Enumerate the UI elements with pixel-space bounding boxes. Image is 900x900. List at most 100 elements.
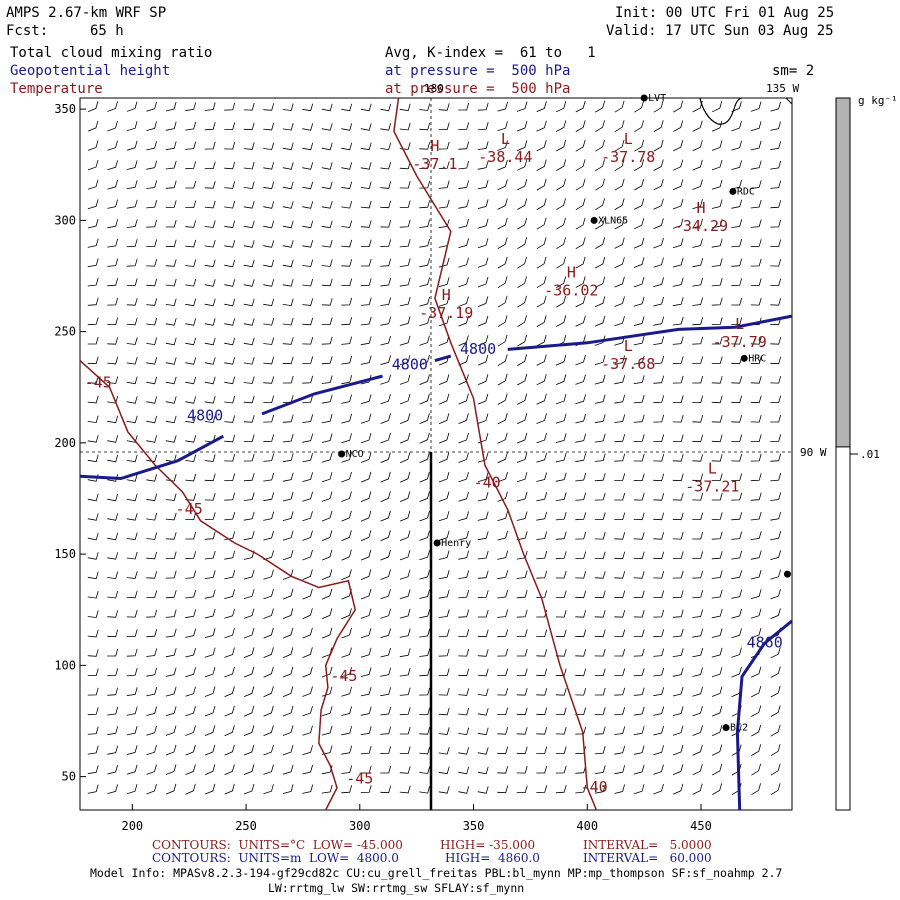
height-contour	[261, 374, 383, 416]
height-contour-label: 4800	[187, 407, 223, 425]
lon-135-label: 135 W	[766, 82, 799, 95]
height-contours: 4800 4800 4800 4860	[79, 314, 793, 811]
extremum-kind: H	[442, 286, 451, 304]
temp-contour-label: -40	[581, 778, 608, 796]
extremum-kind: H	[430, 137, 439, 155]
y-tick-label: 100	[54, 658, 76, 672]
avg-kindex: Avg, K-index = 61 to 1	[385, 45, 596, 61]
height-contour-label: 4800	[460, 340, 496, 358]
station-dot	[729, 187, 737, 195]
field-height: Geopotential height	[10, 63, 171, 79]
stations: LVT RDC XLN65 HRC NCO Henry BC2	[338, 93, 791, 734]
station-label: HRC	[748, 353, 766, 364]
init-time: Init: 00 UTC Fri 01 Aug 25	[615, 5, 835, 21]
station-dot	[783, 570, 791, 578]
valid-time: Valid: 17 UTC Sun 03 Aug 25	[606, 23, 834, 39]
fcst-label: Fcst:	[6, 23, 49, 39]
station-dot	[590, 216, 598, 224]
lon-90-label: 90 W	[800, 446, 827, 459]
height-contour	[434, 354, 452, 363]
station-dot	[433, 539, 441, 547]
y-tick-label: 50	[62, 770, 76, 784]
height-contour	[735, 619, 793, 811]
graticule	[80, 98, 792, 453]
station-label: RDC	[737, 186, 755, 197]
pressure-temp: at pressure = 500 hPa	[385, 81, 571, 97]
temp-contour-label: -45	[330, 667, 357, 685]
temp-contour-label: -45	[176, 500, 203, 518]
coastline	[699, 97, 793, 125]
y-tick-label: 150	[54, 547, 76, 561]
y-tick-label: 200	[54, 436, 76, 450]
model-title: AMPS 2.67-km WRF SP	[6, 5, 167, 21]
extremum-kind: L	[735, 315, 744, 333]
y-tick-label: 350	[54, 102, 76, 116]
wind-barbs	[87, 100, 782, 796]
extremum-value: -38.44	[478, 148, 532, 166]
y-tick-label: 300	[54, 213, 76, 227]
temp-contour-label: -45	[85, 373, 112, 391]
plot-frame	[79, 97, 793, 811]
station-dot	[640, 94, 648, 102]
x-tick-label: 250	[235, 819, 257, 833]
pressure-height: at pressure = 500 hPa	[385, 63, 571, 79]
extremum-value: -37.21	[685, 477, 739, 495]
colorbar-unit: g kg⁻¹	[858, 94, 898, 107]
height-contour-label: 4860	[747, 634, 783, 652]
station-dot	[740, 354, 748, 362]
height-contour-label: 4800	[392, 355, 428, 373]
extremum-value: -37.78	[601, 148, 655, 166]
extremum-kind: H	[696, 199, 705, 217]
extremum-value: -36.02	[544, 282, 598, 300]
height-contour	[507, 314, 793, 351]
x-tick-label: 350	[463, 819, 485, 833]
footer-height-a: CONTOURS: UNITS=m LOW= 4800.0	[152, 851, 399, 865]
colorbar-fill	[835, 97, 851, 448]
extremum-value: -37.68	[601, 355, 655, 373]
extremum-value: -37.79	[713, 333, 767, 351]
barb-field	[87, 100, 782, 796]
footer-temp-a: CONTOURS: UNITS=°C LOW= -45.000	[152, 838, 403, 852]
extremum-kind: L	[624, 130, 633, 148]
temp-contour	[79, 360, 357, 811]
footer-height-c: INTERVAL= 60.000	[583, 851, 712, 865]
extrema-labels: H-37.1L-38.44L-37.78H-34.29H-36.02H-37.1…	[412, 130, 766, 495]
footer-height-b: HIGH= 4860.0	[445, 851, 540, 865]
smoothing: sm= 2	[772, 63, 815, 79]
station-label: NCO	[346, 449, 364, 460]
extremum-kind: L	[624, 337, 633, 355]
height-contour	[79, 434, 225, 481]
temperature-contours: -45 -45 -45 -45 -40 -40	[79, 97, 608, 811]
station-dot	[338, 450, 346, 458]
x-tick-label: 400	[576, 819, 598, 833]
temp-contour-label: -40	[474, 473, 501, 491]
axes: 200 250 300 350 400 450 50 100 150 200 250 300 350	[54, 102, 712, 833]
colorbar-tick-label: .01	[860, 448, 880, 461]
footer-temp-b: HIGH= -35.000	[440, 838, 536, 852]
model-info: Model Info: MPASv8.2.3-194-gf29cd82c CU:…	[90, 866, 783, 880]
extremum-value: -37.19	[419, 304, 473, 322]
y-tick-label: 250	[54, 325, 76, 339]
field-temp: Temperature	[10, 81, 103, 97]
extremum-kind: L	[501, 130, 510, 148]
station-label: BC2	[730, 723, 748, 734]
station-label: Henry	[441, 538, 471, 549]
fcst-hours: 65 h	[90, 23, 124, 39]
x-tick-label: 450	[690, 819, 712, 833]
station-dot	[722, 724, 730, 732]
footer-temp-c: INTERVAL= 5.0000	[583, 838, 712, 852]
extremum-value: -34.29	[674, 217, 728, 235]
model-info-physics: LW:rrtmg_lw SW:rrtmg_sw SFLAY:sf_mynn	[268, 881, 525, 895]
temp-contour-label: -45	[346, 769, 373, 787]
extremum-kind: L	[708, 459, 717, 477]
station-label: LVT	[648, 93, 666, 104]
station-label: XLN65	[598, 215, 628, 226]
field-cloud: Total cloud mixing ratio	[10, 45, 213, 61]
colorbar: .01 g kg⁻¹	[835, 94, 898, 811]
lon-180-label: 180	[424, 82, 444, 95]
x-tick-label: 300	[349, 819, 371, 833]
temp-contour	[393, 97, 598, 811]
x-tick-label: 200	[121, 819, 143, 833]
extremum-kind: H	[567, 264, 576, 282]
